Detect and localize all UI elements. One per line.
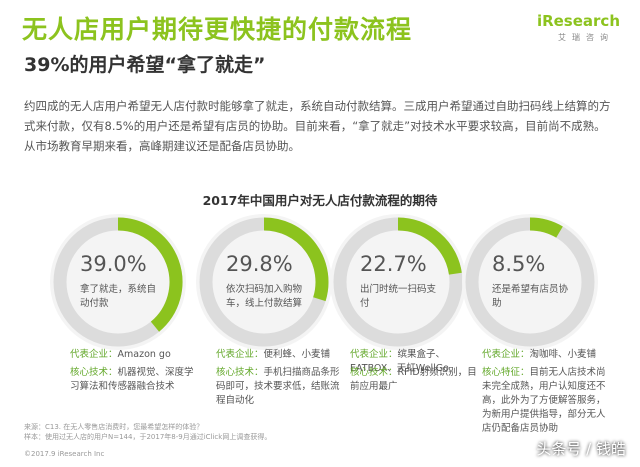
company-label: 代表企业： [216, 349, 264, 360]
tech-row: 核心特征：目前无人店技术尚未完全成熟，用户认知度还不高，此外为了方便解答服务，为… [482, 366, 610, 436]
logo-subtitle: 艾瑞咨询 [558, 33, 614, 42]
donut-arc [397, 217, 462, 275]
donut-shadow [330, 214, 466, 350]
company-value: 缤果盒子、EATBOX、天虹WellGo [350, 349, 449, 374]
value-label: 29.8% [226, 252, 293, 276]
company-label: 代表企业： [70, 349, 118, 360]
donut-description: 出门时统一扫码支付 [360, 284, 437, 309]
tech-value: 手机扫描商品条形码即可，技术要求低，结账流程自动化 [216, 367, 340, 406]
company-row: 代表企业：Amazon go [70, 348, 198, 362]
tech-label: 核心技术： [216, 367, 264, 378]
donut-description: 拿了就走，系统自动付款 [80, 284, 157, 309]
company-label: 代表企业： [350, 349, 398, 360]
subtitle: 39%的用户希望“拿了就走” [24, 54, 266, 76]
value-label: 22.7% [360, 252, 427, 276]
watermark: 头条号 / 钱皓 [536, 440, 626, 458]
donut-description: 还是希望有店员协助 [492, 284, 569, 309]
company-value: 淘咖啡、小麦铺 [529, 349, 597, 360]
company-row: 代表企业：便利蜂、小麦铺 [216, 348, 344, 362]
tech-value: RFID射频识别，目前应用最广 [350, 367, 477, 392]
donut-arc [117, 217, 183, 332]
donut-description: 依次扫码加入购物车，线上付款结算 [226, 284, 303, 309]
donut-shadow [462, 214, 598, 350]
tech-row: 核心技术：手机扫描商品条形码即可，技术要求低，结账流程自动化 [216, 366, 344, 408]
donut-shadow [196, 214, 332, 350]
donut-arc [263, 217, 329, 302]
tech-row: 核心技术：机器视觉、深度学习算法和传感器融合技术 [70, 366, 198, 394]
company-value: Amazon go [117, 349, 171, 360]
tech-row: 核心技术：RFID射频识别，目前应用最广 [350, 366, 478, 394]
value-label: 8.5% [492, 252, 546, 276]
donut-arc [529, 217, 563, 238]
tech-label: 核心特征： [482, 367, 530, 378]
sample-note: 样本：使用过无人店的用户N=144，于2017年8-9月通过iClick网上调查… [24, 433, 272, 441]
source-note: 来源：C13. 在无人零售店消费时，您最希望怎样的体验？ [24, 423, 204, 431]
company-label: 代表企业： [482, 349, 530, 360]
tech-value: 机器视觉、深度学习算法和传感器融合技术 [70, 367, 194, 392]
tech-label: 核心技术： [350, 367, 398, 378]
tech-label: 核心技术： [70, 367, 118, 378]
tech-value: 目前无人店技术尚未完全成熟，用户认知度还不高，此外为了方便解答服务，为新用户提供… [482, 367, 606, 434]
copyright: ©2017.9 iResearch Inc [24, 450, 105, 458]
body-text: 约四成的无人店用户希望无人店付款时能够拿了就走，系统自动付款结算。三成用户希望通… [24, 99, 611, 153]
company-row: 代表企业：淘咖啡、小麦铺 [482, 348, 610, 362]
chart-title: 2017年中国用户对无人店付款流程的期待 [202, 193, 438, 208]
title: 无人店用户期待更快捷的付款流程 [22, 15, 413, 44]
logo: iResearch [536, 12, 620, 30]
company-row: 代表企业：缤果盒子、EATBOX、天虹WellGo [350, 348, 478, 376]
company-value: 便利蜂、小麦铺 [263, 349, 331, 360]
donut-shadow [50, 214, 186, 350]
value-label: 39.0% [80, 252, 147, 276]
